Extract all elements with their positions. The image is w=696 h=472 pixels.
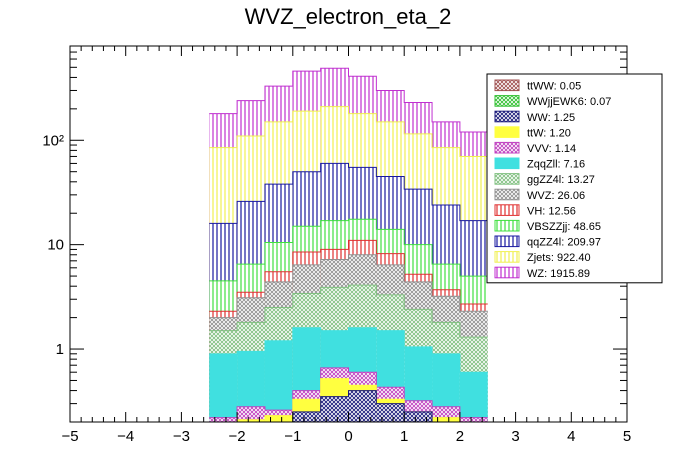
outline-qqzz4l <box>209 162 488 224</box>
y-tick-label: 1 <box>56 341 64 358</box>
chart-title: WVZ_electron_eta_2 <box>245 4 452 29</box>
legend-swatch-vvv <box>494 141 520 154</box>
bar-zqqzll-bin-2 <box>264 340 293 422</box>
bar-ww-bin-6 <box>376 403 405 422</box>
legend-swatch-zqqzll <box>494 157 520 170</box>
x-tick-label: −4 <box>117 428 134 445</box>
x-tick-label: 3 <box>511 428 519 445</box>
histogram-bars <box>209 67 488 423</box>
legend-swatch-wvz <box>494 188 520 201</box>
legend-swatch-vbszzjj <box>494 219 520 232</box>
outline-vvv <box>209 367 488 419</box>
legend-swatch-wwjjewk6 <box>494 95 520 107</box>
legend-label-ggzz4l: ggZZ4l: 13.27 <box>527 174 595 186</box>
outline-wvz <box>209 254 488 319</box>
legend: ttWW: 0.05 WWjjEWK6: 0.07 WW: 1.25 ttW: 1.2… <box>486 73 663 284</box>
legend-label-qqzz4l: qqZZ4l: 209.97 <box>527 237 601 249</box>
bar-ttw-bin-2 <box>264 415 293 422</box>
x-tick-label: −5 <box>61 428 78 445</box>
legend-label-wz: WZ: 1915.89 <box>527 268 590 280</box>
legend-label-wvz: WVZ: 26.06 <box>527 190 585 202</box>
bar-ww-bin-5 <box>348 390 377 422</box>
legend-swatch-vh <box>494 204 520 216</box>
x-tick-label: −3 <box>173 428 190 445</box>
outline-zqqzll <box>209 327 488 373</box>
legend-swatch-ww <box>494 110 520 123</box>
bar-ttw-bin-1 <box>237 419 265 422</box>
outline-zjets <box>209 106 488 157</box>
bar-ww-bin-3 <box>292 411 321 422</box>
legend-swatch-qqzz4l <box>494 235 520 248</box>
legend-label-vh: VH: 12.56 <box>527 205 576 217</box>
x-tick-label: 5 <box>623 428 631 445</box>
outline-vbszzjj <box>209 218 488 282</box>
bar-ttw-bin-8 <box>432 417 460 422</box>
legend-label-zjets: Zjets: 922.40 <box>527 252 591 264</box>
legend-swatch-ggzz4l <box>494 173 520 185</box>
legend-swatch-zjets <box>494 251 520 263</box>
legend-swatch-ttw <box>494 126 520 138</box>
outline-ggzz4l <box>209 284 488 338</box>
x-tick-label: 4 <box>567 428 575 445</box>
bar-zqqzll-bin-0 <box>209 353 238 422</box>
legend-label-vvv: VVV: 1.14 <box>527 143 576 155</box>
legend-label-vbszzjj: VBSZZjj: 48.65 <box>527 221 601 233</box>
legend-label-ww: WW: 1.25 <box>527 112 575 124</box>
x-tick-label: 1 <box>400 428 408 445</box>
legend-label-wwjjewk6: WWjjEWK6: 0.07 <box>527 96 611 108</box>
outline-wz <box>209 67 488 133</box>
legend-label-ttw: ttW: 1.20 <box>527 127 571 139</box>
bar-ww-bin-7 <box>404 411 433 422</box>
legend-swatch-wz <box>494 266 520 279</box>
y-tick-label: 10² <box>42 132 64 149</box>
bar-vvv-bin-1 <box>237 406 265 422</box>
bar-vvv-bin-0 <box>209 417 238 422</box>
legend-label-ttww: ttWW: 0.05 <box>527 81 581 93</box>
legend-swatch-ttww <box>494 79 520 92</box>
x-axis: −5 −4 −3 −2 −1 0 1 2 3 4 5 <box>61 46 631 445</box>
bar-ww-bin-4 <box>320 396 349 422</box>
y-tick-label: 10 <box>47 237 64 254</box>
bar-vvv-bin-9 <box>459 417 488 422</box>
x-tick-label: −2 <box>229 428 246 445</box>
bar-zqqzll-bin-9 <box>459 372 488 422</box>
x-tick-label: 0 <box>344 428 352 445</box>
legend-label-zqqzll: ZqqZll: 7.16 <box>527 159 585 171</box>
x-tick-label: −1 <box>284 428 301 445</box>
x-tick-label: 2 <box>456 428 464 445</box>
